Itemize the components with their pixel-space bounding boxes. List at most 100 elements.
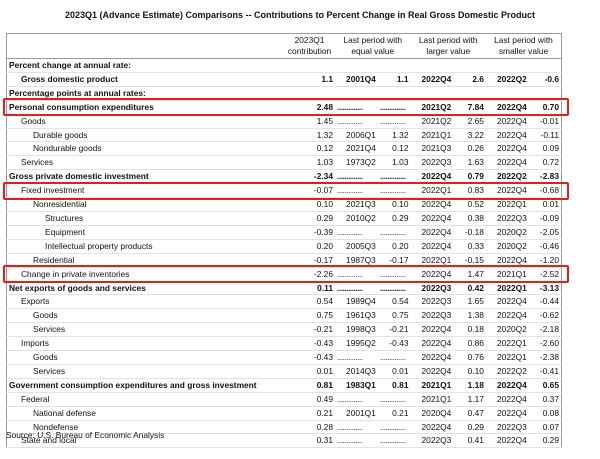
cell: 0.70 [528,100,562,115]
cell: 0.52 [453,197,486,212]
cell: 0.11 [284,281,335,296]
cell: 0.09 [528,141,562,157]
highlight-box [3,98,569,117]
table-row: Durable goods 1.32 2006Q1 1.32 2021Q1 3.22 202… [6,128,562,143]
table-row: Goods 1.45............................ 202… [6,114,562,129]
table-row: Nondefense 0.28..........................… [6,420,562,435]
row-label: Nonresidential [6,197,284,212]
cell: 1995Q2 [335,336,378,352]
cell: 2022Q4 [485,433,529,449]
cell: 2022Q2 [485,72,529,87]
cell: -0.01 [528,114,562,129]
cell: 1998Q3 [335,322,378,338]
cell: 1.65 [453,294,486,310]
cell: 1989Q4 [335,294,378,310]
cell: 2021Q2 [410,100,454,115]
cell: 0.07 [528,420,562,435]
cell: 0.01 [284,364,335,379]
cell: -2.05 [528,225,562,240]
cell: 2021Q3 [335,197,378,212]
cell: 1983Q1 [335,378,378,393]
cell: 0.18 [453,322,486,338]
cell: 2022Q4 [485,406,529,421]
cell: 2022Q1 [485,350,529,365]
cell: 0.49 [284,392,335,407]
cell: 0.12 [284,141,335,157]
cell: .............. [377,114,411,129]
cell: 0.20 [284,239,335,254]
cell: 0.65 [528,378,562,393]
cell: 2022Q4 [485,141,529,157]
row-label: Goods [6,114,284,129]
cell: 2.65 [453,114,486,129]
cell: 2020Q2 [485,239,529,254]
cell: 2021Q2 [410,114,454,129]
row-label: Nondefense [6,420,284,435]
cell: 0.29 [284,211,335,226]
cell: 2014Q3 [335,364,378,379]
cell: 2020Q2 [485,322,529,338]
row-label: Exports [6,294,284,310]
cell: .............. [335,350,378,365]
table-row: Net exports of goods and services 0.11...… [6,281,562,296]
cell: -2.60 [528,336,562,352]
cell: 2022Q3 [410,281,454,296]
cell: .............. [335,392,378,407]
cell: -0.68 [528,183,562,199]
table-row: Nonresidential 0.10 2021Q3 0.10 2022Q4 0.52 20… [6,197,562,212]
cell: 2022Q3 [410,155,454,171]
cell: 2022Q4 [485,183,529,199]
cell: 0.20 [377,239,411,254]
cell: 0.12 [377,141,411,157]
cell: 2021Q1 [410,378,454,393]
table-row: Nondurable goods 0.12 2021Q4 0.12 2021Q3 0.26… [6,141,562,157]
cell: 0.81 [377,378,411,393]
cell: 2021Q3 [410,141,454,157]
row-label: Personal consumption expenditures [6,100,284,115]
table-row: Services 1.03 1973Q2 1.03 2022Q3 1.63 2022Q4 0.… [6,155,562,171]
cell: -0.41 [528,364,562,379]
table-row: Federal 0.49............................ 2… [6,392,562,407]
cell: 0.10 [284,197,335,212]
cell: 0.08 [528,406,562,421]
cell: 0.54 [284,294,335,310]
cell: 0.33 [453,239,486,254]
cell: .............. [377,267,411,282]
cell: 2022Q4 [410,267,454,282]
cell: 2022Q2 [485,364,529,379]
cell: 1.63 [453,155,486,171]
table-row: Services -0.21 1998Q3 -0.21 2022Q4 0.18 2020Q2… [6,322,562,338]
cell: -0.21 [377,322,411,338]
cell: 2021Q1 [410,128,454,143]
cell: 2022Q4 [485,100,529,115]
cell: 0.75 [377,308,411,324]
cell: 2022Q1 [485,281,529,296]
cell: 2001Q1 [335,406,378,421]
cell: .............. [377,350,411,365]
table-row: Gross domestic product 1.1 2001Q4 1.1 2022Q4… [6,72,562,87]
cell: 1.18 [453,378,486,393]
row-label: National defense [6,406,284,421]
cell: 2022Q3 [410,433,454,449]
cell: .............. [335,225,378,240]
table-row: Government consumption expenditures and … [6,378,562,393]
cell: .............. [335,433,378,449]
cell: -0.09 [528,211,562,226]
cell: 0.01 [528,197,562,212]
table-row: Change in private inventories -2.26......… [6,267,562,282]
cell: .............. [335,281,378,296]
cell: -2.38 [528,350,562,365]
cell: 2022Q4 [410,420,454,435]
cell: 0.10 [453,364,486,379]
header-cell: Last period with smaller value [485,33,562,59]
row-label: Goods [6,308,284,324]
row-label: Government consumption expenditures and … [6,378,284,393]
cell: 2022Q3 [485,420,529,435]
cell: .............. [377,433,411,449]
cell: 0.54 [377,294,411,310]
cell: 0.75 [284,308,335,324]
cell: 1.45 [284,114,335,129]
cell: 0.72 [528,155,562,171]
cell: 1.03 [377,155,411,171]
